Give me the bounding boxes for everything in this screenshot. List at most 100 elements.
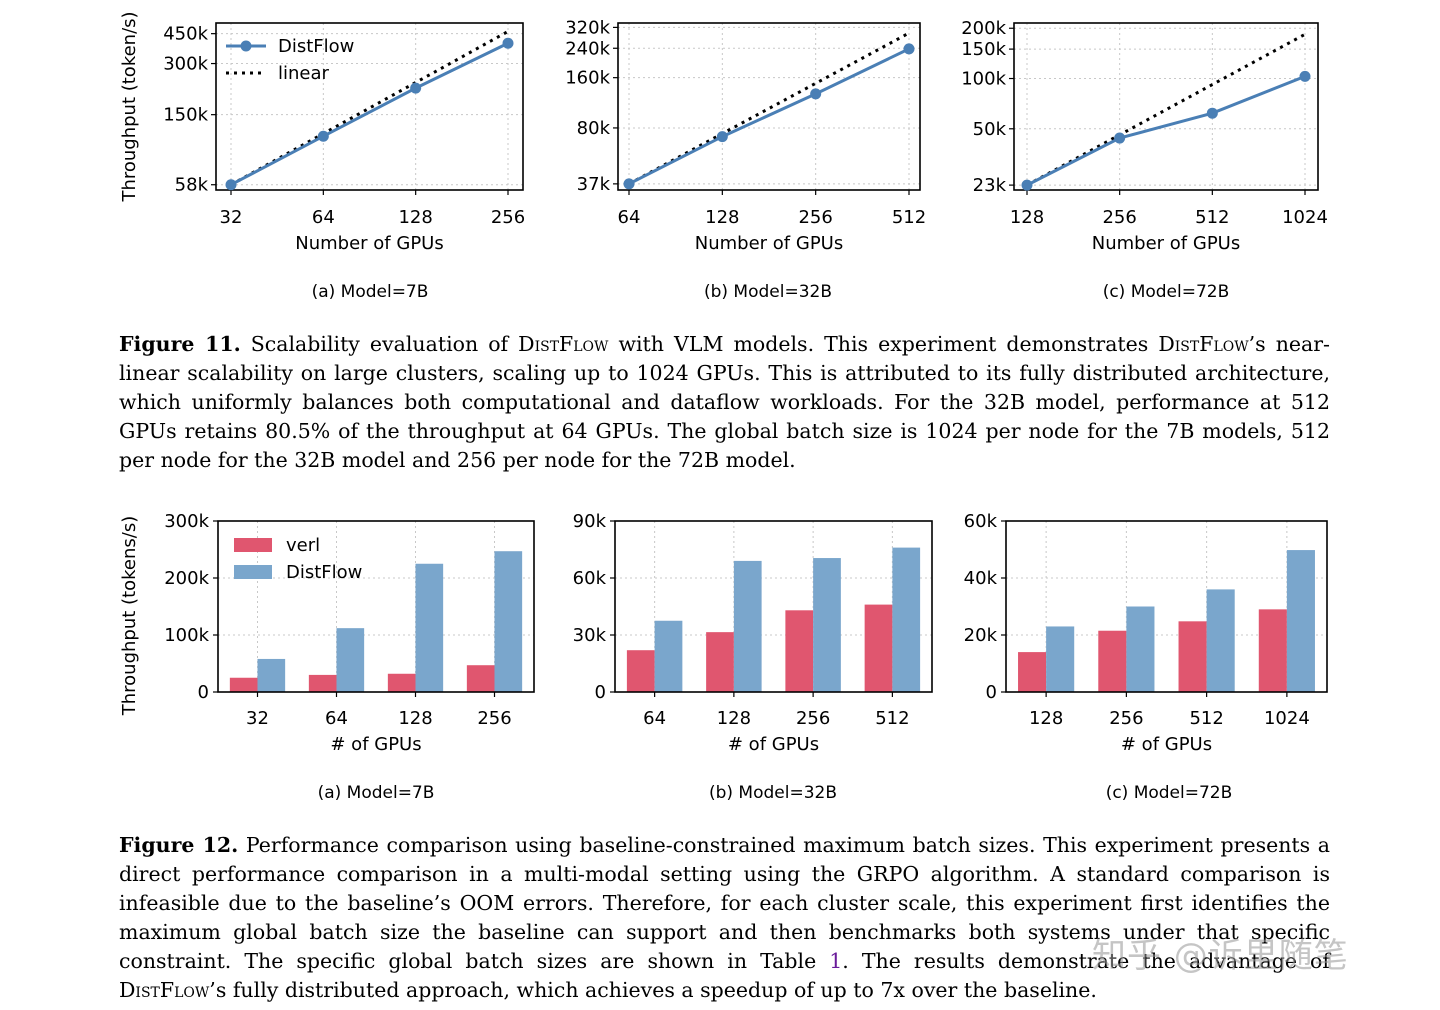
x-axis-label: # of GPUs bbox=[330, 734, 421, 755]
bar-verl bbox=[706, 632, 734, 692]
figure11-caption: Figure 11. Scalability evaluation of Dis… bbox=[119, 330, 1330, 475]
x-tick-label: 64 bbox=[618, 207, 641, 228]
x-tick-label: 64 bbox=[643, 708, 666, 729]
plot-frame bbox=[217, 520, 535, 693]
fig12c-chart: 0 20k 40k 60k 128 256 512 1024 # of GPUs bbox=[964, 511, 1328, 755]
x-tick-label: 256 bbox=[1102, 207, 1136, 228]
fig12a-subcaption: (a) Model=7B bbox=[317, 783, 435, 803]
bar-distflow bbox=[1206, 589, 1235, 692]
data-point bbox=[623, 178, 635, 190]
data-point bbox=[1206, 107, 1218, 119]
legend-label: verl bbox=[286, 535, 320, 556]
bar-verl bbox=[864, 604, 893, 692]
x-tick-label: 128 bbox=[398, 708, 432, 729]
legend-label: linear bbox=[278, 63, 330, 84]
plot-frame bbox=[1005, 520, 1328, 693]
x-tick-label: 256 bbox=[798, 207, 832, 228]
figure11-caption-label: Figure 11. bbox=[119, 332, 241, 356]
y-tick-label: 200k bbox=[164, 568, 209, 589]
series-line-distflow bbox=[1026, 74, 1306, 187]
x-tick-label: 256 bbox=[477, 708, 511, 729]
y-tick-label: 90k bbox=[573, 511, 607, 532]
plot-frame bbox=[617, 22, 921, 191]
plot-frame bbox=[215, 22, 524, 191]
caption-text: Scalability evaluation of bbox=[240, 332, 519, 356]
fig12a-panel: 0 100k 200k 300k 32 64 128 256 # of GPUs Throughp… bbox=[108, 508, 548, 758]
bar-verl bbox=[308, 674, 337, 692]
data-point bbox=[410, 82, 422, 94]
bar-verl bbox=[626, 650, 655, 692]
series-line-distflow bbox=[628, 47, 910, 186]
figure12-caption: Figure 12. Performance comparison using … bbox=[119, 831, 1330, 1005]
bar-distflow bbox=[257, 658, 286, 692]
x-axis-label: Number of GPUs bbox=[295, 233, 443, 254]
x-tick-label: 128 bbox=[398, 207, 432, 228]
fig11c-subcaption: (c) Model=72B bbox=[1102, 282, 1230, 302]
bar-verl bbox=[1098, 630, 1127, 692]
y-tick-label: 320k bbox=[565, 17, 610, 38]
y-tick-label: 0 bbox=[595, 682, 606, 703]
legend-label: DistFlow bbox=[278, 36, 354, 57]
x-tick-label: 128 bbox=[717, 708, 751, 729]
y-tick-label: 60k bbox=[573, 568, 607, 589]
y-tick-label: 160k bbox=[565, 68, 610, 89]
y-tick-label: 30k bbox=[573, 625, 607, 646]
bar-distflow bbox=[336, 628, 365, 692]
y-tick-label: 58k bbox=[175, 175, 209, 196]
x-tick-label: 128 bbox=[1029, 708, 1063, 729]
data-point bbox=[810, 88, 822, 100]
y-tick-label: 20k bbox=[964, 625, 998, 646]
x-axis-label: # of GPUs bbox=[728, 734, 819, 755]
fig11a-subcaption: (a) Model=7B bbox=[311, 282, 429, 302]
legend-marker bbox=[240, 40, 252, 52]
bar-verl bbox=[1018, 652, 1047, 692]
bar-distflow bbox=[1126, 606, 1155, 692]
data-point bbox=[1114, 132, 1126, 144]
x-tick-label: 1024 bbox=[1264, 708, 1310, 729]
fig12b-subcaption: (b) Model=32B bbox=[708, 783, 838, 803]
plot-frame bbox=[614, 520, 933, 693]
x-tick-label: 512 bbox=[875, 708, 909, 729]
caption-text: Performance comparison using baseline-co… bbox=[119, 833, 1331, 973]
x-tick-label: 256 bbox=[491, 207, 525, 228]
caption-text: . The results demonstrate the advantage … bbox=[842, 949, 1330, 973]
y-tick-label: 37k bbox=[577, 174, 611, 195]
table-reference-link[interactable]: 1 bbox=[829, 949, 843, 973]
y-tick-label: 100k bbox=[164, 625, 209, 646]
x-tick-label: 64 bbox=[312, 207, 335, 228]
distflow-name: DistFlow bbox=[1158, 332, 1249, 356]
y-tick-label: 50k bbox=[973, 119, 1007, 140]
y-tick-label: 200k bbox=[961, 18, 1006, 39]
legend-swatch-distflow bbox=[234, 565, 272, 579]
data-point bbox=[1299, 70, 1311, 82]
y-tick-label: 240k bbox=[565, 38, 610, 59]
distflow-name: DistFlow bbox=[518, 332, 609, 356]
y-axis-label: Throughput (tokens/s) bbox=[119, 516, 140, 716]
data-point bbox=[317, 130, 329, 142]
bar-verl bbox=[387, 673, 416, 692]
bar-verl bbox=[229, 677, 258, 692]
watermark: 知乎 @诉里随笔 bbox=[1092, 936, 1349, 976]
bar-distflow bbox=[892, 547, 921, 692]
caption-text: with VLM models. This experiment demonst… bbox=[608, 332, 1159, 356]
series-line-distflow bbox=[230, 41, 509, 187]
bar-distflow bbox=[654, 620, 683, 692]
y-tick-label: 300k bbox=[163, 54, 208, 75]
y-axis-label: Throughput (token/s) bbox=[119, 11, 140, 202]
y-tick-label: 300k bbox=[164, 511, 209, 532]
data-point bbox=[903, 43, 915, 55]
data-point bbox=[225, 179, 237, 191]
y-tick-label: 40k bbox=[964, 568, 998, 589]
distflow-name: DistFlow bbox=[119, 978, 210, 1002]
data-point bbox=[716, 131, 728, 143]
bar-distflow bbox=[813, 558, 841, 692]
fig11b-panel: 37k 80k 160k 240k 320k 64 128 256 512 Number of G… bbox=[548, 8, 938, 258]
x-tick-label: 512 bbox=[1195, 207, 1229, 228]
bar-verl bbox=[466, 665, 495, 692]
y-tick-label: 450k bbox=[163, 24, 208, 45]
y-tick-label: 150k bbox=[961, 39, 1006, 60]
x-tick-label: 128 bbox=[705, 207, 739, 228]
y-tick-label: 0 bbox=[198, 682, 209, 703]
